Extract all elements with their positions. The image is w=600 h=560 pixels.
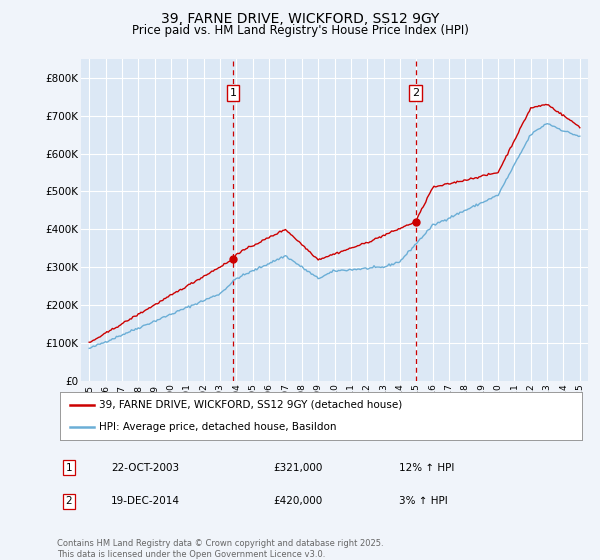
Text: Contains HM Land Registry data © Crown copyright and database right 2025.
This d: Contains HM Land Registry data © Crown c… [57, 539, 383, 559]
Text: £321,000: £321,000 [273, 463, 322, 473]
Text: HPI: Average price, detached house, Basildon: HPI: Average price, detached house, Basi… [99, 422, 337, 432]
Text: 2: 2 [412, 88, 419, 98]
Text: 19-DEC-2014: 19-DEC-2014 [111, 496, 180, 506]
Text: 39, FARNE DRIVE, WICKFORD, SS12 9GY: 39, FARNE DRIVE, WICKFORD, SS12 9GY [161, 12, 439, 26]
Text: 1: 1 [230, 88, 236, 98]
Text: 39, FARNE DRIVE, WICKFORD, SS12 9GY (detached house): 39, FARNE DRIVE, WICKFORD, SS12 9GY (det… [99, 400, 403, 410]
Text: £420,000: £420,000 [273, 496, 322, 506]
Text: Price paid vs. HM Land Registry's House Price Index (HPI): Price paid vs. HM Land Registry's House … [131, 24, 469, 37]
Text: 12% ↑ HPI: 12% ↑ HPI [399, 463, 454, 473]
Text: 3% ↑ HPI: 3% ↑ HPI [399, 496, 448, 506]
Text: 22-OCT-2003: 22-OCT-2003 [111, 463, 179, 473]
Text: 2: 2 [65, 496, 73, 506]
Text: 1: 1 [65, 463, 73, 473]
